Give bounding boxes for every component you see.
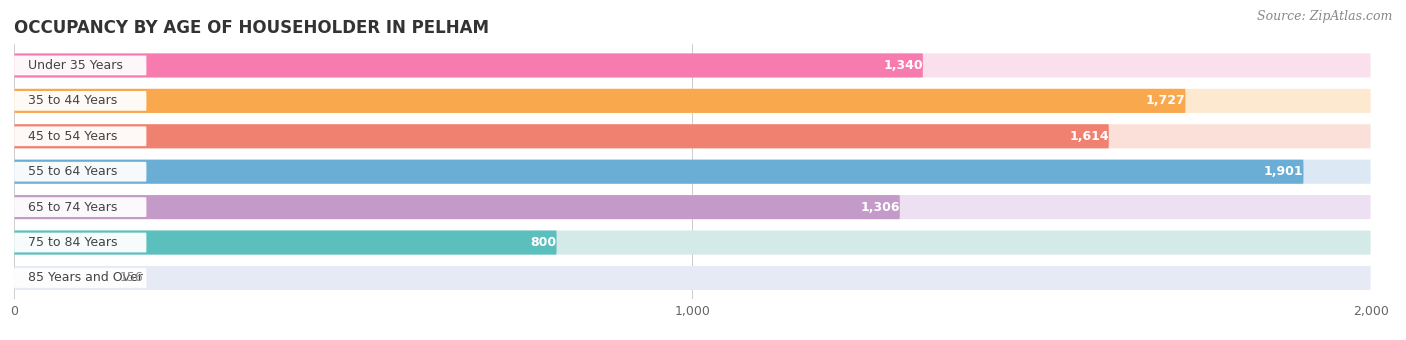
- FancyBboxPatch shape: [14, 266, 1371, 290]
- Text: 35 to 44 Years: 35 to 44 Years: [28, 95, 117, 107]
- FancyBboxPatch shape: [14, 160, 1371, 184]
- FancyBboxPatch shape: [14, 124, 1371, 148]
- FancyBboxPatch shape: [14, 268, 146, 288]
- FancyBboxPatch shape: [14, 162, 146, 182]
- Text: 156: 156: [120, 271, 143, 285]
- Text: 1,614: 1,614: [1069, 130, 1109, 143]
- Text: 85 Years and Over: 85 Years and Over: [28, 271, 143, 285]
- FancyBboxPatch shape: [14, 55, 146, 75]
- FancyBboxPatch shape: [14, 53, 922, 78]
- FancyBboxPatch shape: [14, 197, 146, 217]
- FancyBboxPatch shape: [14, 195, 900, 219]
- FancyBboxPatch shape: [14, 231, 1371, 255]
- FancyBboxPatch shape: [14, 89, 1185, 113]
- Text: 1,727: 1,727: [1146, 95, 1185, 107]
- Text: 800: 800: [530, 236, 557, 249]
- Text: 55 to 64 Years: 55 to 64 Years: [28, 165, 118, 178]
- Text: 65 to 74 Years: 65 to 74 Years: [28, 201, 118, 214]
- FancyBboxPatch shape: [14, 233, 146, 252]
- FancyBboxPatch shape: [14, 91, 146, 111]
- FancyBboxPatch shape: [14, 89, 1371, 113]
- FancyBboxPatch shape: [14, 53, 1371, 78]
- FancyBboxPatch shape: [14, 231, 557, 255]
- Text: 1,340: 1,340: [883, 59, 922, 72]
- FancyBboxPatch shape: [14, 195, 1371, 219]
- Text: 75 to 84 Years: 75 to 84 Years: [28, 236, 118, 249]
- Text: 1,306: 1,306: [860, 201, 900, 214]
- Text: Source: ZipAtlas.com: Source: ZipAtlas.com: [1257, 10, 1392, 23]
- FancyBboxPatch shape: [14, 160, 1303, 184]
- Text: Under 35 Years: Under 35 Years: [28, 59, 122, 72]
- FancyBboxPatch shape: [14, 124, 1109, 148]
- Text: OCCUPANCY BY AGE OF HOUSEHOLDER IN PELHAM: OCCUPANCY BY AGE OF HOUSEHOLDER IN PELHA…: [14, 19, 489, 37]
- Text: 1,901: 1,901: [1264, 165, 1303, 178]
- Text: 45 to 54 Years: 45 to 54 Years: [28, 130, 118, 143]
- FancyBboxPatch shape: [14, 126, 146, 146]
